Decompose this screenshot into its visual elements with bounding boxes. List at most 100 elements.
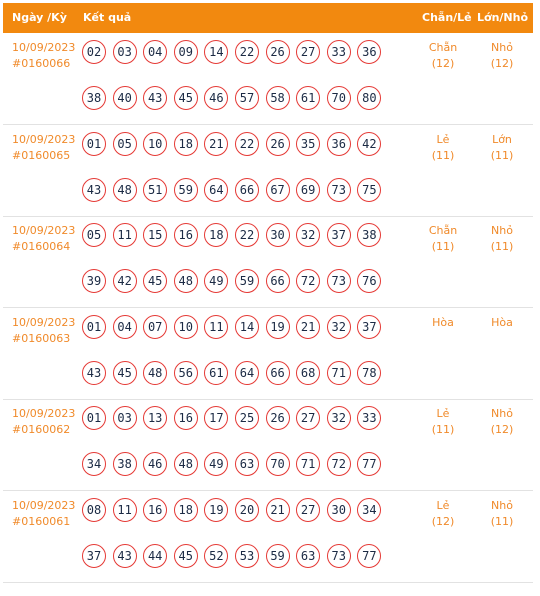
number-ball: 48 [112, 178, 137, 202]
number-ball: 26 [265, 132, 290, 156]
number-ball: 37 [82, 544, 106, 568]
number-ball: 45 [173, 544, 198, 568]
number-ball: 37 [357, 315, 382, 339]
chanle-label: Chẵn [428, 41, 458, 54]
chanle-label: Lẻ [436, 407, 450, 420]
table-row: 10/09/2023 #0160061 08 11 16 18 19 20 21 27 30 34 37… [3, 491, 533, 583]
number-ball: 27 [296, 498, 321, 522]
draw-id: #0160063 [12, 332, 71, 345]
table-row: 10/09/2023 #0160065 01 05 10 18 21 22 26 35 36 42 43… [3, 125, 533, 217]
number-ball: 11 [204, 315, 229, 339]
chanle-result: Lẻ (11) [415, 406, 471, 438]
chanle-label: Chẵn [428, 224, 458, 237]
number-ball: 18 [173, 132, 198, 156]
number-ball: 22 [234, 132, 259, 156]
chanle-result: Hòa [415, 315, 471, 331]
lonnho-result: Nhỏ (12) [474, 406, 530, 438]
number-ball: 45 [143, 269, 168, 293]
number-ball: 53 [234, 544, 259, 568]
number-ball: 30 [265, 223, 290, 247]
number-ball: 66 [234, 178, 259, 202]
number-ball: 44 [143, 544, 168, 568]
number-ball: 21 [296, 315, 321, 339]
chanle-label: Lẻ [436, 133, 450, 146]
number-ball: 73 [326, 178, 351, 202]
table-row: 10/09/2023 #0160063 01 04 07 10 11 14 19 21 32 37 43… [3, 308, 533, 400]
number-ball: 68 [296, 361, 321, 385]
draw-date: 10/09/2023 [12, 224, 76, 237]
number-ball: 43 [112, 544, 137, 568]
lonnho-count: (12) [490, 423, 514, 436]
number-ball: 73 [326, 269, 351, 293]
number-ball: 72 [326, 452, 351, 476]
draw-id: #0160064 [12, 240, 71, 253]
number-ball: 48 [143, 361, 168, 385]
number-ball: 71 [296, 452, 321, 476]
ball-line: 38 40 43 45 46 57 58 61 70 80 [82, 86, 392, 110]
draw-date: 10/09/2023 [12, 407, 76, 420]
column-header-chanle: Chẵn/Lẻ [422, 11, 472, 24]
number-ball: 05 [82, 223, 106, 247]
number-ball: 13 [143, 406, 168, 430]
number-ball: 26 [265, 406, 290, 430]
number-ball: 20 [234, 498, 259, 522]
results-table-header: Ngày /Kỳ Kết quả Chẵn/Lẻ Lớn/Nhỏ [3, 3, 533, 33]
lonnho-result: Nhỏ (11) [474, 223, 530, 255]
number-ball: 61 [204, 361, 229, 385]
lonnho-count: (11) [490, 149, 514, 162]
chanle-count: (12) [431, 57, 455, 70]
number-ball: 14 [204, 40, 229, 64]
number-ball: 45 [173, 86, 198, 110]
number-ball: 22 [234, 40, 259, 64]
lonnho-count: (11) [490, 515, 514, 528]
column-header-lonnho: Lớn/Nhỏ [477, 11, 529, 24]
ball-line: 08 11 16 18 19 20 21 27 30 34 [82, 498, 392, 522]
number-ball: 57 [234, 86, 259, 110]
number-ball: 02 [82, 40, 106, 64]
ball-line: 01 04 07 10 11 14 19 21 32 37 [82, 315, 392, 339]
lonnho-label: Nhỏ [491, 224, 513, 237]
number-ball: 72 [296, 269, 321, 293]
number-ball: 22 [234, 223, 259, 247]
ball-line: 43 48 51 59 64 66 67 69 73 75 [82, 178, 392, 202]
number-ball: 63 [234, 452, 259, 476]
draw-id: #0160062 [12, 423, 71, 436]
number-ball: 77 [357, 452, 382, 476]
lonnho-result: Hòa [474, 315, 530, 331]
result-balls: 02 03 04 09 14 22 26 27 33 36 38 40 43 45 46 57 58 61 70 80 [82, 40, 392, 132]
number-ball: 08 [82, 498, 106, 522]
ball-line: 02 03 04 09 14 22 26 27 33 36 [82, 40, 392, 64]
number-ball: 70 [326, 86, 351, 110]
number-ball: 34 [357, 498, 382, 522]
draw-id: #0160066 [12, 57, 71, 70]
number-ball: 66 [265, 361, 290, 385]
result-balls: 08 11 16 18 19 20 21 27 30 34 37 43 44 45 52 53 59 63 73 77 [82, 498, 392, 590]
number-ball: 16 [173, 406, 198, 430]
number-ball: 03 [112, 40, 137, 64]
number-ball: 73 [326, 544, 351, 568]
column-header-result: Kết quả [83, 11, 132, 24]
number-ball: 38 [82, 86, 106, 110]
number-ball: 42 [112, 269, 137, 293]
number-ball: 43 [143, 86, 168, 110]
number-ball: 48 [173, 452, 198, 476]
number-ball: 18 [173, 498, 198, 522]
number-ball: 71 [326, 361, 351, 385]
number-ball: 69 [296, 178, 321, 202]
number-ball: 09 [173, 40, 198, 64]
lonnho-label: Hòa [491, 316, 513, 329]
chanle-result: Lẻ (11) [415, 132, 471, 164]
number-ball: 48 [173, 269, 198, 293]
number-ball: 39 [82, 269, 106, 293]
chanle-result: Chẵn (12) [415, 40, 471, 72]
table-row: 10/09/2023 #0160062 01 03 13 16 17 25 26 27 32 33 34… [3, 399, 533, 491]
draw-date: 10/09/2023 [12, 133, 76, 146]
draw-id: #0160061 [12, 515, 71, 528]
number-ball: 75 [357, 178, 382, 202]
result-balls: 01 05 10 18 21 22 26 35 36 42 43 48 51 59 64 66 67 69 73 75 [82, 132, 392, 224]
number-ball: 36 [357, 40, 382, 64]
number-ball: 19 [265, 315, 290, 339]
number-ball: 26 [265, 40, 290, 64]
ball-line: 37 43 44 45 52 53 59 63 73 77 [82, 544, 392, 568]
ball-line: 01 03 13 16 17 25 26 27 32 33 [82, 406, 392, 430]
